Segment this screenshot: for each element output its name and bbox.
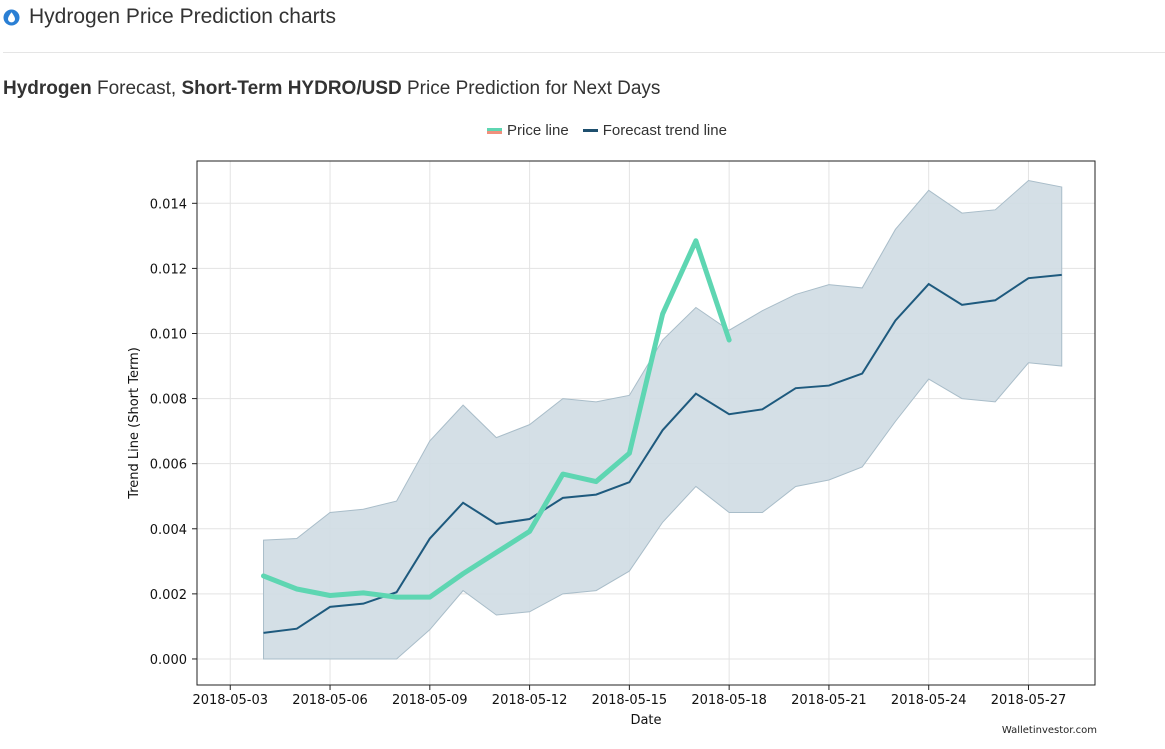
forecast-trend-line — [263, 273, 1062, 634]
y-tick-label: 0.006 — [150, 458, 187, 473]
chart-subtitle: Hydrogen Forecast, Short-Term HYDRO/USD … — [3, 78, 660, 100]
chart-legend: Price line Forecast trend line — [487, 122, 741, 139]
legend-label-trend: Forecast trend line — [602, 122, 727, 139]
x-tick-label: 2018-05-12 — [492, 693, 568, 708]
y-axis-label: Trend Line (Short Term) — [127, 347, 142, 500]
y-tick-label: 0.010 — [150, 327, 187, 342]
x-tick-label: 2018-05-03 — [192, 693, 268, 708]
subtitle-text-2: Price Prediction for Next Days — [401, 78, 661, 99]
y-tick-label: 0.012 — [150, 262, 187, 277]
price-line-swatch — [487, 127, 502, 134]
y-tick-label: 0.002 — [150, 588, 187, 603]
trend-line-swatch — [582, 129, 598, 132]
legend-item-trend[interactable]: Forecast trend line — [582, 122, 727, 139]
legend-label-price: Price line — [507, 122, 569, 139]
y-tick-label: 0.000 — [150, 653, 187, 668]
subtitle-text-1: Forecast, — [91, 78, 182, 99]
page-header: Hydrogen Price Prediction charts — [3, 4, 336, 30]
y-tick-label: 0.014 — [150, 197, 187, 212]
x-tick-label: 2018-05-09 — [392, 693, 468, 708]
x-tick-label: 2018-05-24 — [891, 693, 967, 708]
x-tick-label: 2018-05-18 — [691, 693, 767, 708]
y-tick-label: 0.004 — [150, 523, 187, 538]
forecast-band — [263, 179, 1063, 660]
x-axis-label: Date — [630, 713, 661, 728]
plot-frame — [196, 160, 1096, 686]
x-tick-label: 2018-05-06 — [292, 693, 368, 708]
page-title: Hydrogen Price Prediction charts — [29, 5, 336, 28]
coin-name: Hydrogen — [3, 78, 92, 99]
header-divider — [3, 52, 1165, 53]
price-line — [261, 238, 732, 600]
pair-name: Short-Term HYDRO/USD — [181, 78, 402, 99]
legend-item-price[interactable]: Price line — [487, 122, 569, 139]
x-tick-label: 2018-05-21 — [791, 693, 867, 708]
water-drop-icon — [3, 9, 20, 26]
x-tick-label: 2018-05-27 — [991, 693, 1067, 708]
watermark-text: Walletinvestor.com — [1002, 725, 1097, 736]
y-tick-label: 0.008 — [150, 393, 187, 408]
x-tick-label: 2018-05-15 — [592, 693, 668, 708]
